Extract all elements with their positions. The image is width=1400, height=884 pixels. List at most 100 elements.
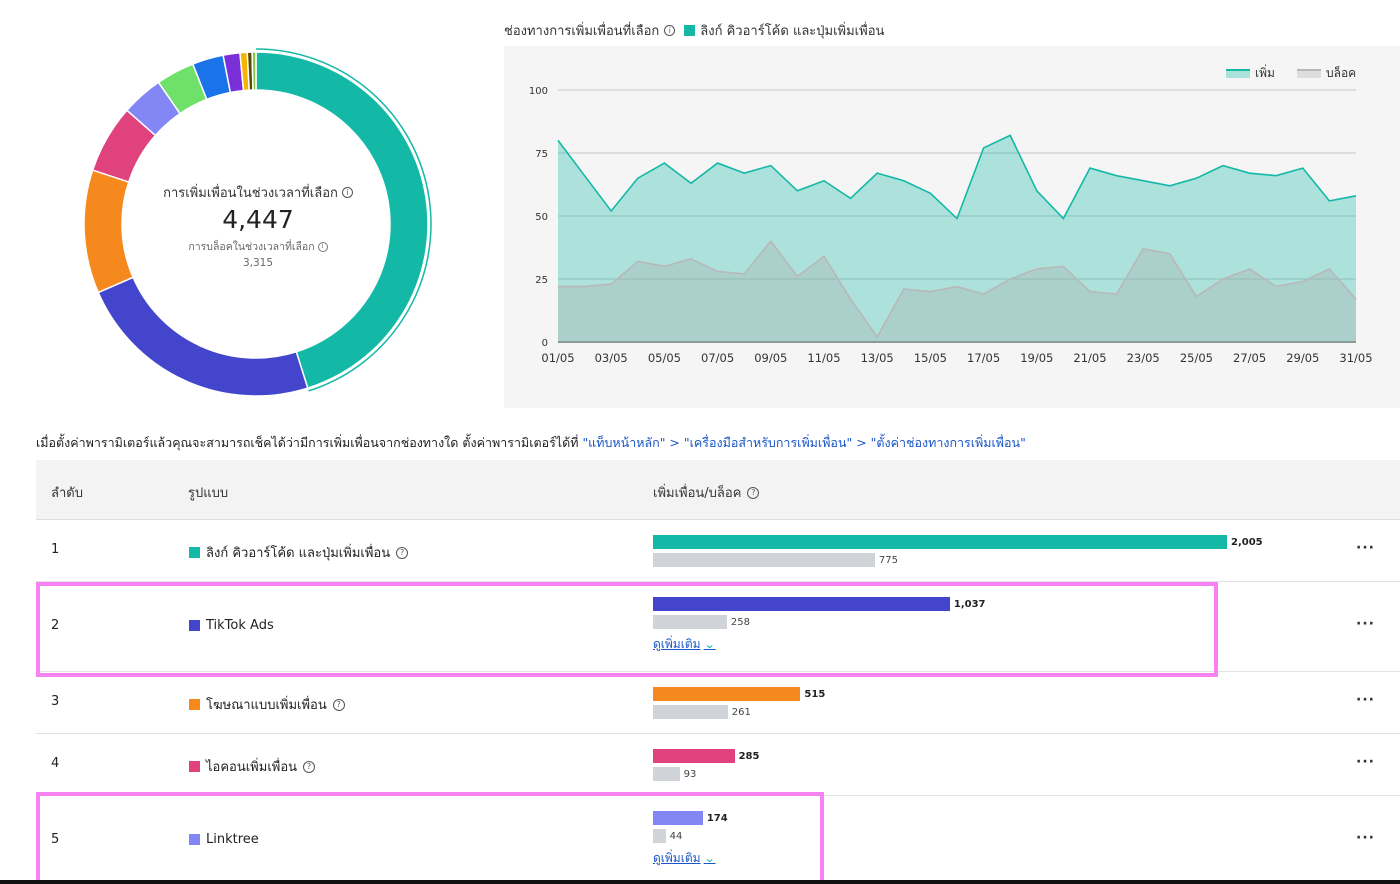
legend-add-swatch [1226, 70, 1250, 78]
row-menu-button[interactable]: ··· [1356, 830, 1375, 846]
y-tick-label: 25 [535, 275, 548, 286]
table-row: 4 ไอคอนเพิ่มเพื่อน? 285 93 ··· [36, 734, 1400, 796]
block-bar-row: 775 [653, 553, 1263, 567]
info-icon[interactable]: i [317, 241, 328, 252]
x-tick-label: 21/05 [1073, 351, 1106, 365]
row-rank: 3 [51, 694, 60, 709]
add-value: 174 [706, 812, 728, 824]
add-bar-row: 2,005 [653, 535, 1263, 549]
format-name: Linktree [206, 832, 259, 847]
total-value: 4,447 [222, 205, 294, 234]
format-color-swatch [189, 834, 200, 845]
bottom-edge [0, 880, 1400, 884]
see-more-label: ดูเพิ่มเติม [653, 637, 701, 651]
x-tick-label: 19/05 [1020, 351, 1053, 365]
help-icon[interactable]: ? [747, 486, 760, 499]
row-format: โฆษณาแบบเพิ่มเพื่อน? [189, 694, 345, 715]
channel-settings-link[interactable]: "ตั้งค่าช่องทางการเพิ่มเพื่อน" [870, 435, 1026, 450]
chevron-down-icon: ⌄ [703, 638, 716, 651]
help-icon[interactable]: ? [332, 698, 345, 711]
row-bars: 285 93 [653, 749, 759, 785]
x-tick-label: 23/05 [1127, 351, 1160, 365]
donut-segment[interactable] [83, 169, 135, 294]
add-bar-row: 174 [653, 811, 728, 825]
line-chart-svg: 0 25 50 75 100 01/05 03/05 05/05 07/05 09/05 11/05… [529, 64, 1373, 365]
help-icon[interactable]: ? [396, 546, 409, 559]
block-value: 258 [730, 616, 750, 628]
channel-header-label: ช่องทางการเพิ่มเพื่อนที่เลือก [504, 24, 660, 39]
block-series-line [558, 239, 1357, 339]
add-value: 2,005 [1231, 536, 1263, 548]
block-series-area [558, 241, 1356, 342]
legend-block-label: บล็อค [1326, 65, 1356, 80]
rank-header: ลำดับ [51, 486, 83, 501]
block-bar [653, 829, 666, 843]
format-color-swatch [189, 761, 200, 772]
add-bar [653, 687, 801, 701]
block-bar-row: 93 [653, 767, 759, 781]
row-format: TikTok Ads [189, 618, 274, 633]
x-tick-label: 17/05 [967, 351, 1000, 365]
row-menu-button[interactable]: ··· [1356, 754, 1375, 770]
total-label: การเพิ่มเพื่อนในช่วงเวลาที่เลือก [163, 186, 338, 201]
channel-table: ลำดับ รูปแบบ เพิ่มเพื่อน/บล็อค ? 1 ลิงก์ … [36, 460, 1400, 882]
donut-segment[interactable] [97, 276, 309, 397]
add-series-area [558, 135, 1356, 342]
row-bars: 1,037 258 ดูเพิ่มเติม ⌄ [653, 597, 986, 654]
block-value: 775 [878, 554, 898, 566]
donut-segment[interactable] [255, 51, 429, 389]
add-bar [653, 749, 735, 763]
donut-segment[interactable] [251, 51, 257, 91]
format-name: TikTok Ads [206, 618, 274, 633]
add-block-header-label: เพิ่มเพื่อน/บล็อค [653, 486, 742, 501]
line-chart-card: 0 25 50 75 100 01/05 03/05 05/05 07/05 09/05 11/05… [504, 46, 1400, 408]
table-header: ลำดับ รูปแบบ เพิ่มเพื่อน/บล็อค ? [36, 460, 1400, 520]
legend-add-label: เพิ่ม [1255, 64, 1275, 80]
x-tick-label: 31/05 [1339, 351, 1372, 365]
row-bars: 174 44 ดูเพิ่มเติม ⌄ [653, 811, 728, 868]
row-menu-button[interactable]: ··· [1356, 692, 1375, 708]
add-bar [653, 597, 950, 611]
x-tick-label: 13/05 [861, 351, 894, 365]
row-menu-button[interactable]: ··· [1356, 616, 1375, 632]
row-bars: 515 261 [653, 687, 825, 723]
add-value: 1,037 [953, 598, 986, 610]
see-more-link[interactable]: ดูเพิ่มเติม ⌄ [653, 849, 715, 868]
x-tick-label: 15/05 [914, 351, 947, 365]
block-bar-row: 44 [653, 829, 728, 843]
donut-center: การเพิ่มเพื่อนในช่วงเวลาที่เลือก i 4,447… [143, 182, 373, 269]
x-tick-label: 09/05 [754, 351, 787, 365]
see-more-link[interactable]: ดูเพิ่มเติม ⌄ [653, 635, 716, 654]
instructions-text: เมื่อตั้งค่าพารามิเตอร์แล้วคุณจะสามารถเช… [36, 435, 583, 450]
add-bar [653, 535, 1227, 549]
x-tick-label: 29/05 [1286, 351, 1319, 365]
x-tick-label: 05/05 [648, 351, 681, 365]
block-bar-row: 258 [653, 615, 986, 629]
format-header: รูปแบบ [188, 486, 229, 501]
y-tick-label: 75 [535, 149, 548, 160]
row-menu-button[interactable]: ··· [1356, 540, 1375, 556]
line-chart-header: ช่องทางการเพิ่มเพื่อนที่เลือก i ลิงก์ คิ… [504, 20, 884, 41]
legend-block-swatch [1297, 70, 1321, 78]
format-color-swatch [189, 547, 200, 558]
home-tab-link[interactable]: "แท็บหน้าหลัก" [582, 435, 666, 450]
parameter-instructions: เมื่อตั้งค่าพารามิเตอร์แล้วคุณจะสามารถเช… [36, 433, 1026, 453]
total-label-row: การเพิ่มเพื่อนในช่วงเวลาที่เลือก i [143, 182, 373, 203]
table-row: 1 ลิงก์ คิวอาร์โค้ด และปุ่มเพิ่มเพื่อน? 2,… [36, 520, 1400, 582]
y-tick-label: 0 [542, 338, 548, 349]
block-value: 44 [669, 830, 683, 842]
x-tick-label: 03/05 [595, 351, 628, 365]
block-label: การบล็อคในช่วงเวลาที่เลือก [188, 241, 315, 253]
add-value: 285 [738, 750, 760, 762]
add-value: 515 [804, 688, 826, 700]
add-bar-row: 285 [653, 749, 759, 763]
x-tick-label: 27/05 [1233, 351, 1266, 365]
breadcrumb-separator: > [665, 435, 684, 450]
add-friend-tools-link[interactable]: "เครื่องมือสำหรับการเพิ่มเพื่อน" [683, 435, 853, 450]
help-icon[interactable]: ? [303, 760, 316, 773]
info-icon[interactable]: i [341, 187, 353, 198]
info-icon[interactable]: i [664, 25, 676, 36]
add-bar-row: 515 [653, 687, 825, 701]
row-format: Linktree [189, 832, 259, 847]
breadcrumb-separator: > [852, 435, 871, 450]
